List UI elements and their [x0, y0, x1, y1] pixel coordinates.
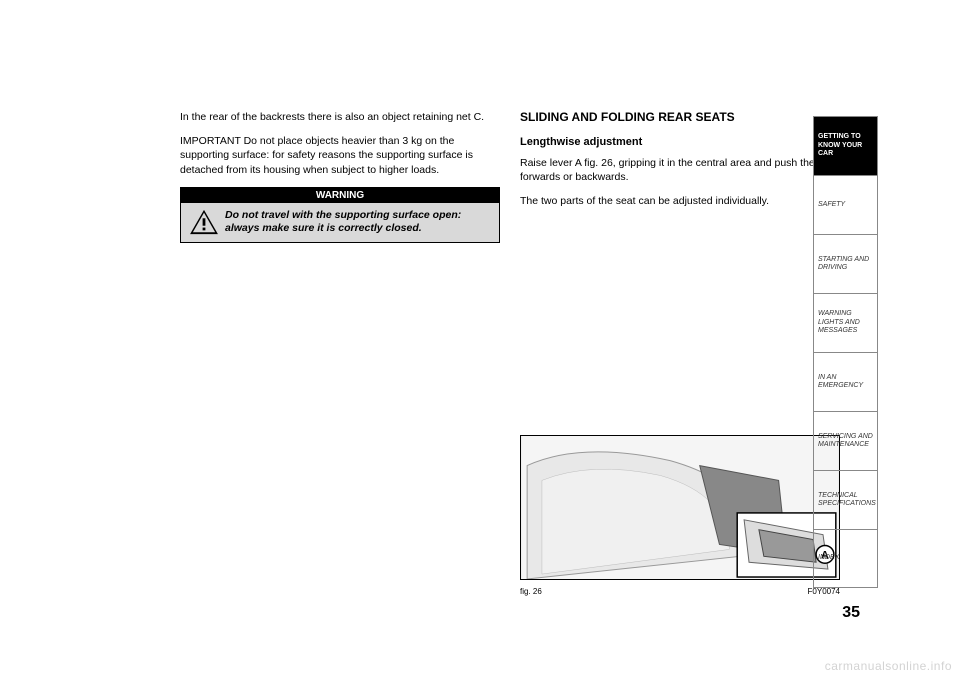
tab-starting-driving[interactable]: STARTING AND DRIVING [813, 234, 878, 293]
figure-code: F0Y0074 [808, 587, 840, 596]
paragraph: IMPORTANT Do not place objects heavier t… [180, 134, 500, 177]
section-heading: SLIDING AND FOLDING REAR SEATS [520, 110, 860, 124]
figure-label: fig. 26 [520, 587, 542, 596]
watermark: carmanualsonline.info [825, 659, 952, 673]
tab-servicing[interactable]: SERVICING AND MAINTENANCE [813, 411, 878, 470]
paragraph: The two parts of the seat can be adjuste… [520, 194, 860, 208]
subsection-heading: Lengthwise adjustment [520, 136, 860, 148]
tab-warning-lights[interactable]: WARNING LIGHTS AND MESSAGES [813, 293, 878, 352]
tab-safety[interactable]: SAFETY [813, 175, 878, 234]
seat-illustration: A [521, 436, 839, 579]
tab-technical-specs[interactable]: TECHNICAL SPECIFICATIONS [813, 470, 878, 529]
paragraph: Raise lever A fig. 26, gripping it in th… [520, 156, 860, 184]
tab-index[interactable]: INDEX [813, 529, 878, 588]
warning-box: WARNING Do not travel with the supportin… [180, 187, 500, 243]
warning-triangle-icon [189, 209, 219, 235]
warning-header: WARNING [181, 188, 499, 203]
column-right: SLIDING AND FOLDING REAR SEATS Lengthwis… [520, 110, 860, 620]
figure-caption: fig. 26 F0Y0074 [520, 587, 840, 596]
column-left: In the rear of the backrests there is al… [180, 110, 520, 620]
section-tabs-sidebar: GETTING TO KNOW YOUR CAR SAFETY STARTING… [813, 116, 878, 588]
tab-getting-to-know[interactable]: GETTING TO KNOW YOUR CAR [813, 116, 878, 175]
figure: A [520, 435, 840, 580]
page-number: 35 [842, 604, 860, 622]
paragraph: In the rear of the backrests there is al… [180, 110, 500, 124]
tab-emergency[interactable]: IN AN EMERGENCY [813, 352, 878, 411]
warning-text: Do not travel with the supporting surfac… [225, 209, 491, 236]
